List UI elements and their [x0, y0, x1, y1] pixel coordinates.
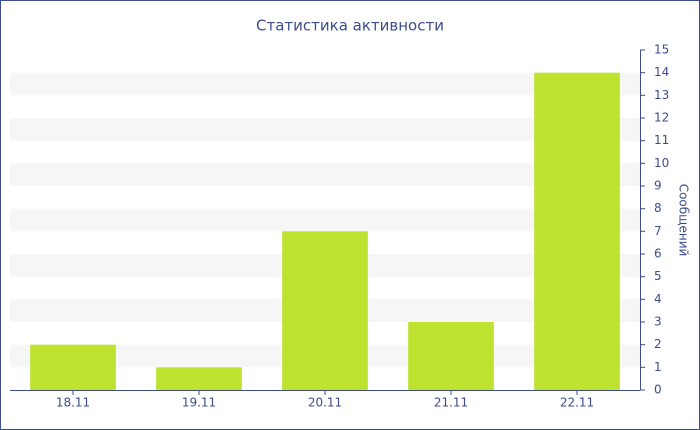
y-tick-label: 6	[654, 247, 662, 261]
bar	[156, 367, 242, 390]
y-tick-label: 7	[654, 224, 662, 238]
y-tick-label: 1	[654, 360, 662, 374]
grid-band	[10, 72, 640, 96]
x-tick-label: 20.11	[308, 396, 342, 410]
y-tick-label: 13	[654, 88, 669, 102]
y-tick-label: 9	[654, 179, 662, 193]
grid-band	[10, 208, 640, 232]
y-axis-label: Сообщений	[677, 184, 691, 257]
y-tick-label: 5	[654, 269, 662, 283]
y-tick-label: 14	[654, 65, 669, 79]
y-tick-label: 4	[654, 292, 662, 306]
chart-title: Статистика активности	[256, 17, 444, 35]
bar	[408, 322, 494, 390]
x-tick-label: 22.11	[560, 396, 594, 410]
y-tick-label: 10	[654, 156, 669, 170]
y-tick-label: 12	[654, 111, 669, 125]
grid-band	[10, 163, 640, 186]
y-tick-label: 2	[654, 337, 662, 351]
y-tick-label: 8	[654, 201, 662, 215]
y-tick-label: 11	[654, 133, 669, 147]
x-tick-label: 18.11	[56, 396, 90, 410]
bar	[534, 72, 620, 391]
bar	[282, 231, 368, 390]
grid-band	[10, 118, 640, 141]
y-tick-label: 3	[654, 315, 662, 329]
y-tick-label: 15	[654, 43, 669, 57]
x-tick-label: 19.11	[182, 396, 216, 410]
y-tick-label: 0	[654, 383, 662, 397]
bar	[30, 344, 116, 390]
x-tick-label: 21.11	[434, 396, 468, 410]
